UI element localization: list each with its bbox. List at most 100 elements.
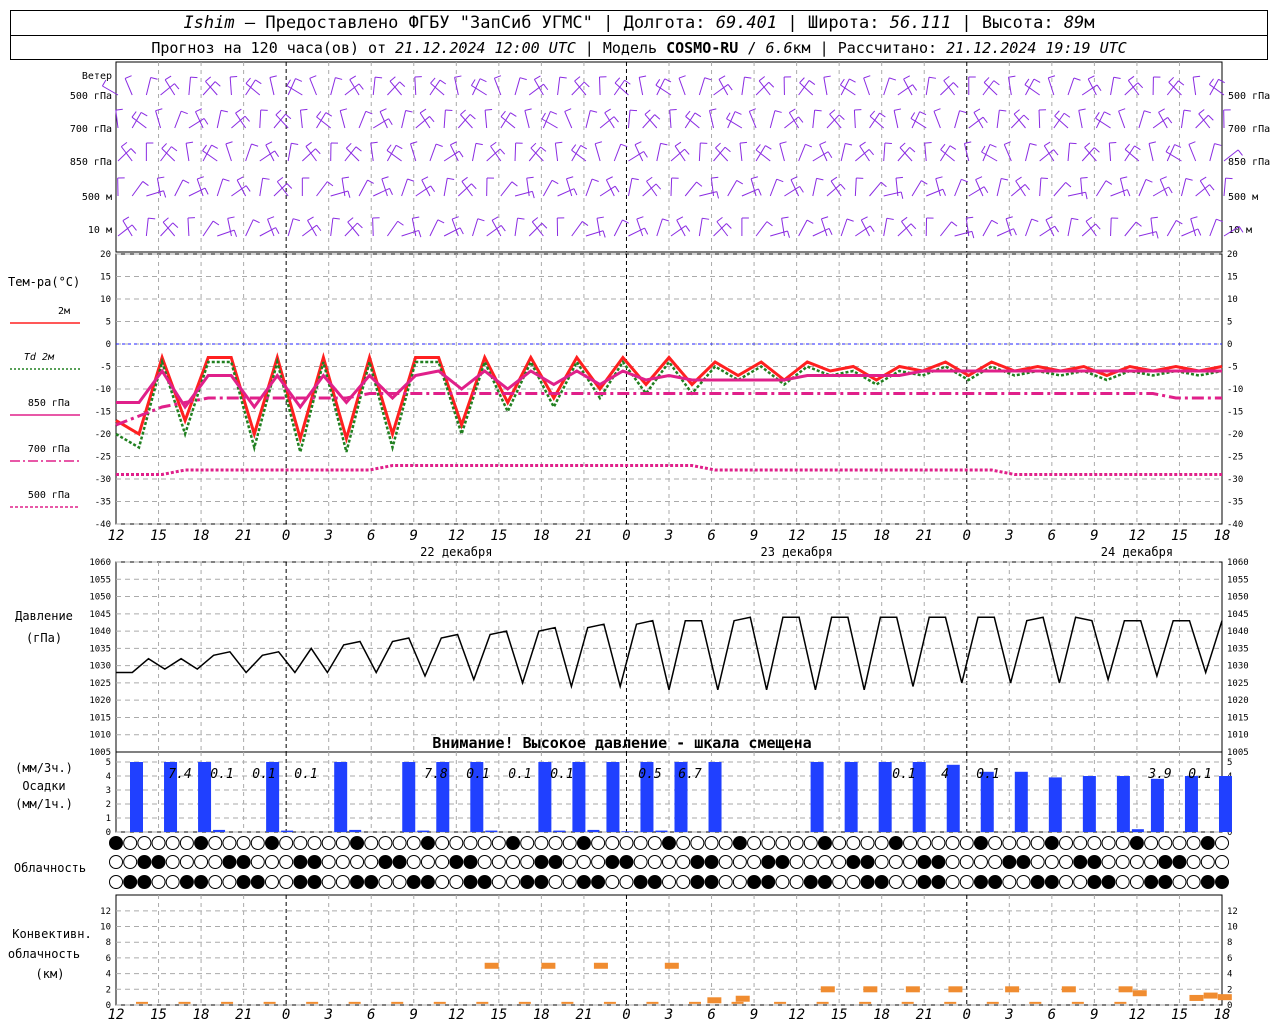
wind-barb-staff bbox=[1166, 220, 1177, 237]
wind-barb-staff bbox=[557, 77, 561, 96]
wind-barb-flag bbox=[749, 108, 757, 112]
wind-barb-flag bbox=[1031, 218, 1039, 222]
wind-barb-staff bbox=[330, 190, 349, 197]
wind-barb-staff bbox=[685, 116, 700, 129]
wind-barb-flag bbox=[765, 145, 772, 150]
cloud-cover-symbol bbox=[435, 875, 450, 889]
wind-barb-staff bbox=[1138, 231, 1157, 237]
precip-bar-1h bbox=[281, 830, 294, 832]
wind-barb-staff bbox=[798, 144, 806, 162]
conv-cloud-base bbox=[859, 1001, 872, 1004]
press-tick-left: 1050 bbox=[89, 593, 111, 603]
wind-barb-flag bbox=[1073, 77, 1081, 81]
cloud-cover-symbol bbox=[406, 855, 421, 869]
wind-level-label: 500 гПа bbox=[70, 91, 112, 102]
wind-barb-staff bbox=[830, 180, 842, 197]
wind-barb-flag bbox=[655, 79, 661, 86]
precip-amount-label: 0.1 bbox=[550, 767, 573, 782]
temp-axis-hour-label: 6 bbox=[707, 528, 715, 544]
wind-barb-flag bbox=[171, 146, 178, 152]
cloud-cover-symbol bbox=[761, 855, 776, 869]
precip-bar-3h bbox=[572, 762, 586, 832]
wind-barb-staff bbox=[674, 145, 686, 162]
cloud-cover-symbol bbox=[576, 836, 591, 850]
wind-barb-staff bbox=[309, 78, 317, 96]
conv-axis-hour-label: 15 bbox=[490, 1007, 507, 1023]
cloud-cover-symbol bbox=[392, 836, 407, 850]
wind-barb-flag bbox=[1054, 225, 1059, 233]
precip-amount-label: 7.4 bbox=[168, 767, 191, 782]
wind-barb-flag bbox=[951, 221, 958, 227]
wind-level-label-right: 500 м bbox=[1228, 192, 1258, 203]
wind-barb-flag bbox=[879, 112, 886, 118]
wind-barb-staff bbox=[698, 218, 703, 237]
wind-barb-flag bbox=[840, 183, 846, 190]
wind-barb-flag bbox=[1135, 221, 1142, 227]
precip-bar-3h bbox=[912, 762, 926, 832]
precip-bar-3h bbox=[980, 771, 994, 832]
wind-barb-flag bbox=[1190, 216, 1198, 220]
wind-barb-staff bbox=[614, 82, 629, 96]
wind-barb-staff bbox=[372, 217, 374, 237]
precip-tick-left: 0 bbox=[106, 828, 111, 838]
wind-barb-flag bbox=[519, 77, 527, 81]
press-tick-left: 1045 bbox=[89, 610, 111, 620]
wind-barb-flag bbox=[711, 176, 719, 179]
wind-barb-staff bbox=[1005, 218, 1012, 237]
wind-barb-flag bbox=[636, 216, 644, 220]
wind-barb-flag bbox=[203, 118, 209, 125]
wind-barb-flag bbox=[634, 141, 642, 146]
wind-barb-staff bbox=[812, 151, 829, 162]
wind-barb-flag bbox=[909, 147, 916, 153]
wind-barb-staff bbox=[187, 217, 190, 237]
cloud-cover-symbol bbox=[307, 855, 322, 869]
wind-barb-flag bbox=[614, 77, 621, 84]
wind-barb-staff bbox=[500, 181, 513, 197]
wind-barb-staff bbox=[156, 178, 162, 197]
cloud-cover-symbol bbox=[165, 875, 180, 889]
cloud-cover-symbol bbox=[463, 855, 478, 869]
wind-barb-staff bbox=[940, 149, 955, 162]
wind-barb-staff bbox=[344, 83, 360, 96]
wind-barb-flag bbox=[526, 176, 534, 179]
wind-barb-staff bbox=[739, 143, 743, 162]
wind-barb-flag bbox=[220, 109, 228, 113]
temp-tick-right: -30 bbox=[1227, 475, 1243, 485]
cloud-cover-symbol bbox=[1129, 836, 1144, 850]
cloud-cover-symbol bbox=[506, 836, 521, 850]
wind-barb-flag bbox=[150, 77, 158, 80]
wind-barb-staff bbox=[819, 144, 828, 162]
wind-barb-flag bbox=[1200, 176, 1207, 182]
cloud-cover-symbol bbox=[676, 855, 691, 869]
wind-barb-staff bbox=[758, 80, 771, 96]
wind-barb-staff bbox=[996, 110, 1000, 129]
wind-barb-staff bbox=[750, 178, 757, 197]
wind-barb-flag bbox=[341, 176, 350, 179]
cloud-cover-symbol bbox=[364, 836, 379, 850]
wind-barb-staff bbox=[585, 230, 604, 237]
wind-barb-staff bbox=[859, 145, 870, 162]
cloud-cover-symbol bbox=[250, 855, 265, 869]
wind-barb-staff bbox=[528, 146, 541, 162]
cloud-cover-symbol bbox=[761, 875, 776, 889]
wind-barb-staff bbox=[302, 224, 318, 237]
calc-label: Рассчитано: bbox=[837, 39, 938, 57]
wind-barb-staff bbox=[840, 218, 848, 237]
wind-barb-flag bbox=[461, 176, 468, 182]
conv-cloud-block bbox=[707, 997, 722, 1004]
cloud-cover-symbol bbox=[1172, 855, 1187, 869]
wind-barb-staff bbox=[120, 146, 133, 162]
wind-barb-staff bbox=[1043, 145, 1055, 162]
wind-barb-staff bbox=[349, 79, 360, 96]
wind-barb-staff bbox=[954, 230, 973, 237]
wind-barb-flag bbox=[900, 191, 904, 199]
wind-barb-staff bbox=[954, 179, 962, 197]
wind-barb-staff bbox=[267, 219, 275, 237]
wind-barb-flag bbox=[868, 149, 875, 156]
wind-barb-staff bbox=[287, 218, 294, 237]
wind-barb-staff bbox=[145, 218, 149, 237]
wind-barb-flag bbox=[164, 75, 172, 81]
wind-barb-flag bbox=[500, 110, 506, 117]
wind-barb-flag bbox=[889, 77, 897, 81]
wind-barb-staff bbox=[401, 110, 407, 129]
